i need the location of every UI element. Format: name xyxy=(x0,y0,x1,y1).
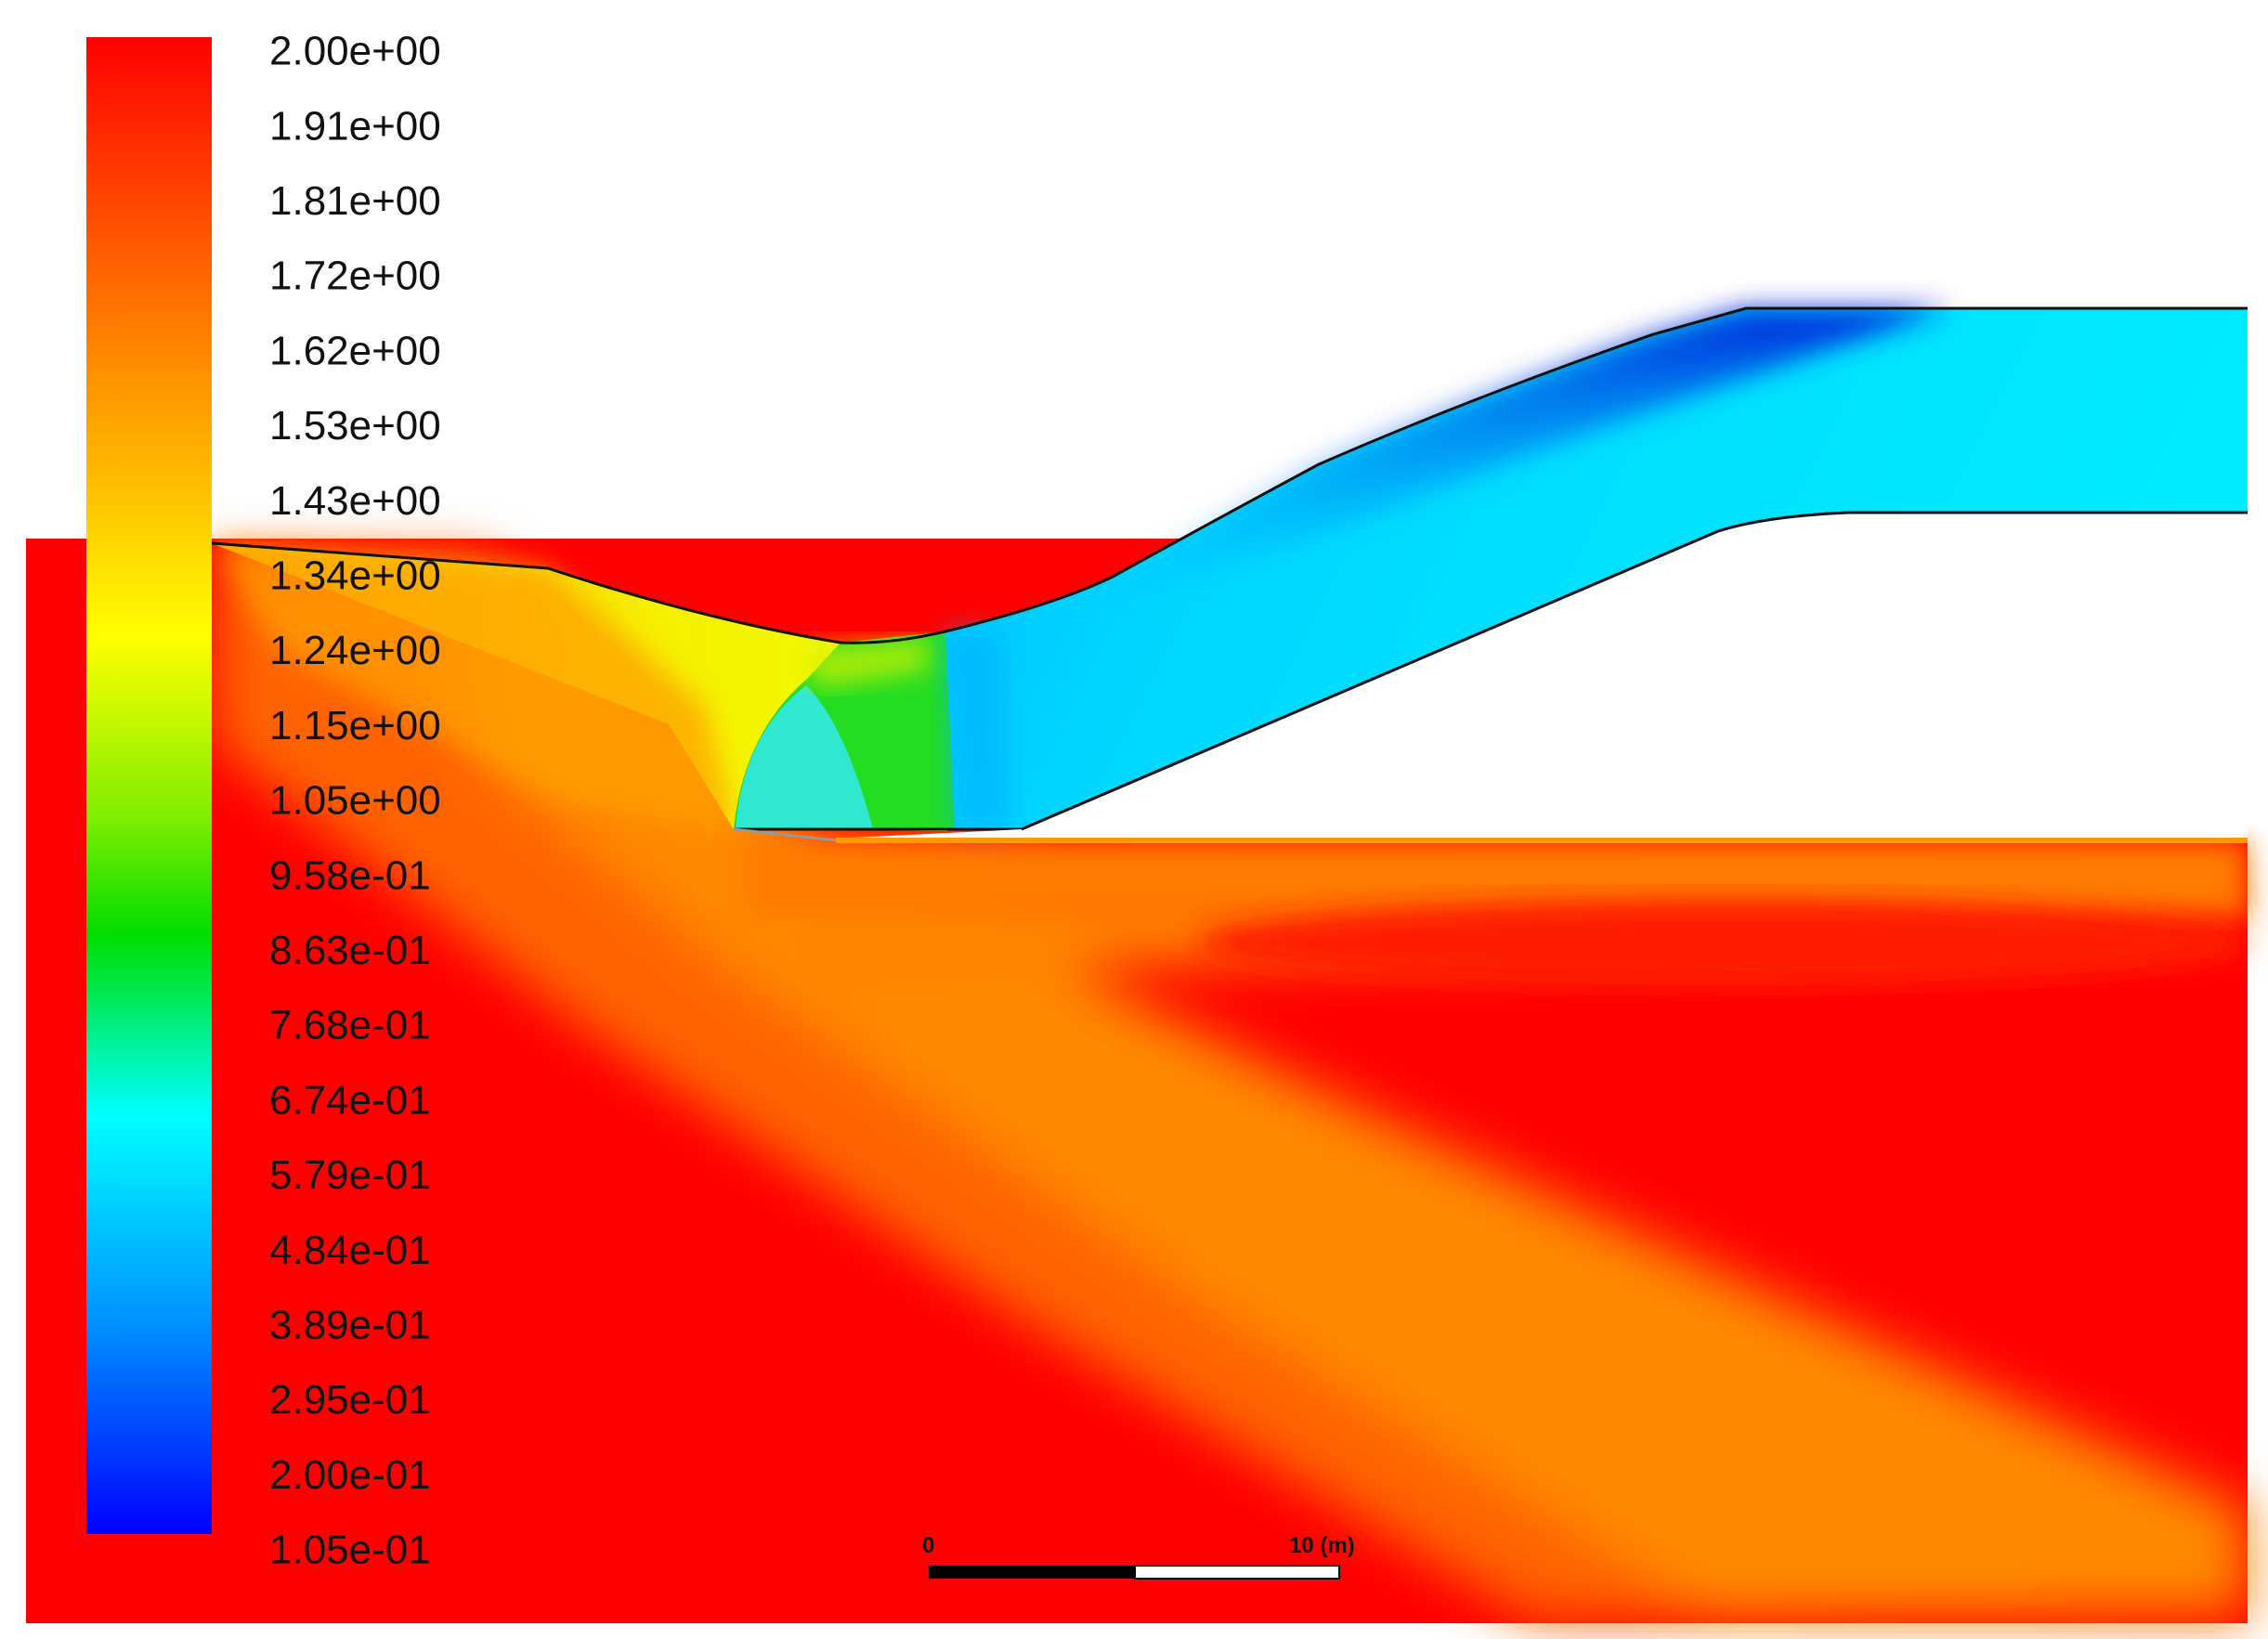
pipe-upper-blue xyxy=(1114,308,1950,604)
legend-tick-label: 1.81e+00 xyxy=(269,178,441,224)
legend-tick-label: 8.63e-01 xyxy=(269,928,431,973)
flow-domain xyxy=(26,306,2248,1623)
legend-tick-label: 1.72e+00 xyxy=(269,254,441,299)
legend-tick-label: 1.62e+00 xyxy=(269,328,441,373)
inlet-top-wall xyxy=(211,306,2248,644)
outlet-red-pocket xyxy=(1198,901,2238,984)
scale-bar-filled xyxy=(929,1566,1135,1579)
scale-bar-end-label: 10 (m) xyxy=(1289,1533,1355,1558)
inlet-orange-fan xyxy=(212,543,734,829)
pipe-throat-transition xyxy=(945,631,1012,829)
legend-tick-label: 1.91e+00 xyxy=(269,103,441,149)
legend-tick-label: 4.84e-01 xyxy=(269,1228,431,1273)
legend-tick-label: 3.89e-01 xyxy=(269,1303,431,1348)
outlet-strip xyxy=(743,840,2248,915)
scale-bar-empty xyxy=(1134,1565,1340,1580)
scale-bar-start-label: 0 xyxy=(922,1533,934,1558)
white-gap xyxy=(836,513,2248,839)
throat-yellow-edge xyxy=(801,641,929,687)
jet-band-core xyxy=(446,576,2248,1616)
throat-cyan-pocket xyxy=(736,685,873,829)
discharge-pipe xyxy=(945,308,2248,829)
legend-colorbar xyxy=(86,37,212,1534)
legend-tick-label: 1.05e+00 xyxy=(269,778,441,824)
legend-tick-label: 1.05e-01 xyxy=(269,1528,431,1573)
legend-tick-label: 1.24e+00 xyxy=(269,628,441,673)
legend-tick-label: 2.00e+00 xyxy=(269,29,441,74)
legend-tick-label: 7.68e-01 xyxy=(269,1003,431,1048)
legend-tick-label: 2.95e-01 xyxy=(269,1377,431,1423)
legend-tick-label: 1.53e+00 xyxy=(269,403,441,449)
legend-tick-label: 2.00e-01 xyxy=(269,1452,431,1498)
legend-tick-label: 1.43e+00 xyxy=(269,478,441,524)
legend-labels: 2.00e+00 1.91e+00 1.81e+00 1.72e+00 1.62e+00… xyxy=(269,29,441,1573)
pipe-bottom-wall-overlay xyxy=(1021,511,2248,831)
legend-tick-label: 5.79e-01 xyxy=(269,1152,431,1198)
color-legend: 2.00e+00 1.91e+00 1.81e+00 1.72e+00 1.62e+00… xyxy=(86,29,441,1573)
legend-tick-label: 6.74e-01 xyxy=(269,1077,431,1123)
legend-tick-label: 1.34e+00 xyxy=(269,553,441,599)
legend-tick-label: 1.15e+00 xyxy=(269,703,441,748)
scale-bar: 0 10 (m) xyxy=(922,1533,1355,1580)
legend-tick-label: 9.58e-01 xyxy=(269,852,431,898)
